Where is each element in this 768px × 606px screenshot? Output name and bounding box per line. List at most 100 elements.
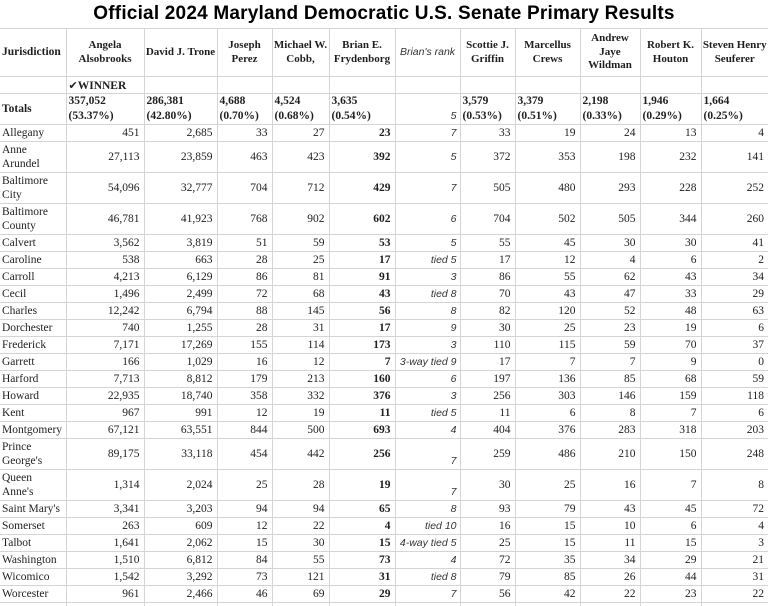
- votes-cell: 8: [579, 404, 641, 422]
- column-header-seuferer: Steven Henry Seuferer: [700, 28, 768, 77]
- votes-cell: 4,213: [65, 268, 145, 286]
- column-header-wildman: Andrew Jaye Wildman: [579, 28, 641, 77]
- votes-cell: 4: [700, 517, 768, 535]
- winner-cell: ✔WINNER: [65, 76, 145, 94]
- votes-cell: 56: [328, 302, 396, 320]
- votes-cell: 73: [328, 551, 396, 569]
- votes-cell: 392: [328, 141, 396, 173]
- jurisdiction-cell: Washington: [0, 551, 67, 569]
- votes-cell: 2: [700, 251, 768, 269]
- votes-cell: 4: [328, 517, 396, 535]
- votes-cell: 1,255: [143, 319, 218, 337]
- votes-cell: 358: [216, 387, 273, 405]
- empty-cell: [459, 76, 516, 94]
- votes-cell: 740: [65, 319, 145, 337]
- table-row: Caroline 538 663 28 25 17 tied 5 17 12 4 6 2: [0, 251, 768, 269]
- jurisdiction-cell: Talbot: [0, 534, 67, 552]
- totals-votes: 4,688: [219, 95, 246, 108]
- votes-cell: 23,859: [143, 141, 218, 173]
- table-row: Saint Mary's 3,341 3,203 94 94 65 8 93 79 43 45 72: [0, 500, 768, 518]
- rank-cell: 7: [394, 585, 461, 603]
- votes-cell: 3,341: [65, 500, 145, 518]
- votes-cell: 70: [459, 285, 516, 303]
- votes-cell: 11: [579, 534, 641, 552]
- empty-cell: [271, 76, 330, 94]
- totals-percent: (0.53%): [462, 110, 502, 122]
- votes-cell: 118: [700, 387, 768, 405]
- votes-cell: 33,118: [143, 438, 218, 470]
- votes-cell: 693: [328, 421, 396, 439]
- table-row: Baltimore City 54,096 32,777 704 712 429 7 505 4…: [0, 172, 768, 204]
- rank-cell: 7: [394, 469, 461, 501]
- table-row: Prince George's 89,175 33,118 454 442 256 7 259…: [0, 438, 768, 470]
- votes-cell: 10: [579, 517, 641, 535]
- votes-cell: 7: [328, 353, 396, 371]
- votes-cell: 68: [271, 285, 330, 303]
- empty-cell: [143, 76, 218, 94]
- votes-cell: 3,292: [143, 568, 218, 586]
- votes-cell: 88: [216, 302, 273, 320]
- totals-row: Totals 357,052 (53.37%) 286,381 (42.80%) 4,68…: [0, 93, 768, 125]
- votes-cell: 423: [271, 141, 330, 173]
- votes-cell: 52: [579, 302, 641, 320]
- jurisdiction-cell: Charles: [0, 302, 67, 320]
- totals-votes: 1,946: [642, 95, 669, 108]
- votes-cell: 256: [328, 438, 396, 470]
- votes-cell: 54,096: [65, 172, 145, 204]
- votes-cell: 43: [579, 500, 641, 518]
- votes-cell: 21: [700, 551, 768, 569]
- rank-cell: 7: [394, 172, 461, 204]
- votes-cell: 293: [579, 172, 641, 204]
- totals-votes: 357,052: [68, 95, 106, 108]
- table-row: Wicomico 1,542 3,292 73 121 31 tied 8 79 85 26 44 3…: [0, 568, 768, 586]
- table-row: Carroll 4,213 6,129 86 81 91 3 86 55 62 43 34: [0, 268, 768, 286]
- jurisdiction-cell: Frederick: [0, 336, 67, 354]
- totals-label: Totals: [0, 93, 67, 125]
- votes-cell: 30: [271, 534, 330, 552]
- votes-cell: 2,685: [143, 124, 218, 142]
- votes-cell: 59: [700, 370, 768, 388]
- votes-cell: 17: [459, 251, 516, 269]
- jurisdiction-cell: Worcester: [0, 585, 67, 603]
- column-header-jurisdiction: Jurisdiction: [0, 28, 67, 77]
- votes-cell: 65: [328, 500, 396, 518]
- empty-cell: [271, 602, 330, 606]
- totals-votes: 2,198: [582, 95, 609, 108]
- votes-cell: 79: [514, 500, 581, 518]
- rank-cell: 8: [394, 500, 461, 518]
- empty-cell: [639, 76, 702, 94]
- votes-cell: 7,171: [65, 336, 145, 354]
- jurisdiction-cell: Queen Anne's: [0, 469, 67, 501]
- votes-cell: 232: [639, 141, 702, 173]
- votes-cell: 67,121: [65, 421, 145, 439]
- empty-cell: [394, 76, 461, 94]
- votes-cell: 967: [65, 404, 145, 422]
- empty-cell: [639, 602, 702, 606]
- votes-cell: 609: [143, 517, 218, 535]
- winner-row: ✔WINNER: [0, 76, 768, 94]
- votes-cell: 303: [514, 387, 581, 405]
- jurisdiction-cell: Anne Arundel: [0, 141, 67, 173]
- votes-cell: 155: [216, 336, 273, 354]
- column-header-cobb: Michael W. Cobb,: [271, 28, 330, 77]
- table-row: Dorchester 740 1,255 28 31 17 9 30 25 23 19 6: [0, 319, 768, 337]
- totals-votes: 1,664: [703, 95, 730, 108]
- votes-cell: 9: [639, 353, 702, 371]
- table-row: Queen Anne's 1,314 2,024 25 28 19 7 30 25 16 7 8: [0, 469, 768, 501]
- rank-cell: 5: [394, 141, 461, 173]
- votes-cell: 159: [639, 387, 702, 405]
- votes-cell: 31: [328, 568, 396, 586]
- votes-cell: 8: [700, 469, 768, 501]
- rank-cell: tied 10: [394, 517, 461, 535]
- votes-cell: 12,242: [65, 302, 145, 320]
- totals-percent: (0.68%): [274, 110, 314, 122]
- totals-votes: 4,524: [274, 95, 301, 108]
- jurisdiction-cell: Carroll: [0, 268, 67, 286]
- totals-votes-cell: 3,579 (0.53%): [459, 93, 516, 125]
- votes-cell: 6: [639, 517, 702, 535]
- votes-cell: 63,551: [143, 421, 218, 439]
- empty-cell: [514, 602, 581, 606]
- votes-cell: 3,203: [143, 500, 218, 518]
- votes-cell: 248: [700, 438, 768, 470]
- totals-votes-cell: 3,379 (0.51%): [514, 93, 581, 125]
